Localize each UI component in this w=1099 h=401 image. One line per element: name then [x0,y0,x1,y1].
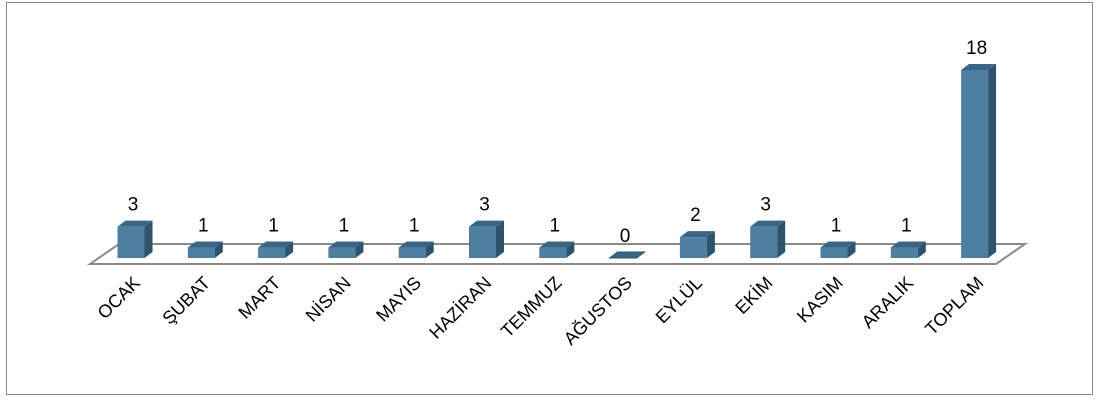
bar-top [328,241,364,248]
bar-top [187,241,223,248]
bar-aralik [890,241,926,258]
tick-label-toplam: TOPLAM [921,273,987,339]
bar-front [961,70,989,258]
bar-side [355,241,364,258]
data-label: 3 [760,195,771,216]
data-label: 1 [901,216,912,237]
bar-side [425,241,434,258]
data-label: 1 [198,216,209,237]
bar-side [706,231,715,258]
bar-toplam [961,64,997,258]
bar-top [890,241,926,248]
tick-label-eylül: EYLÜL [652,273,706,327]
bar-side [777,220,786,258]
data-label: 1 [339,216,350,237]
bar-top [608,251,647,259]
tick-label-ağustos: AĞUSTOS [559,272,636,349]
data-label: 3 [479,195,490,216]
tick-labels-layer: OCAK ŞUBAT MART NİSAN MAYIS HAZİRAN TEMMUZAĞUS… [94,272,988,349]
bar-top [750,220,786,227]
chart-frame [6,2,1093,395]
bar-side [988,64,997,258]
bar-ni̇san [328,241,364,258]
tick-label-mayis: MAYIS [372,273,425,326]
bar-top [398,241,434,248]
bar-front [750,226,778,258]
bar-mayis [398,241,434,258]
tick-label-kasim: KASIM [793,273,847,327]
tick-label-hazi̇ran: HAZİRAN [425,273,495,343]
bar-front [258,247,286,258]
bar-side [285,241,294,258]
data-label: 18 [966,38,987,59]
bar-temmuz [539,241,575,258]
tick-label-ni̇san: NİSAN [302,273,355,326]
data-label: 0 [620,226,631,247]
bar-eki̇m [750,220,786,258]
bar-front [469,226,496,258]
bar-ocak [117,220,153,258]
bar-side [566,241,575,258]
bar-top [679,231,715,238]
data-labels-layer: 3 1 1 1 1 3 1 0 2 3 1 1 18 [128,38,987,247]
bar-top [820,241,856,248]
bar-eylül [679,231,715,258]
bar-şubat [187,241,223,258]
bar-top [469,220,504,227]
bar-top [961,64,997,70]
data-label: 2 [690,205,701,226]
data-label: 1 [831,216,842,237]
tick-label-temmuz: TEMMUZ [497,273,566,342]
bar-front [820,247,848,258]
data-label: 1 [409,216,420,237]
bar-front [328,247,356,258]
data-label: 1 [268,216,279,237]
bar-side [847,241,856,258]
tick-label-aralik: ARALIK [858,273,917,332]
bar-front [890,247,918,258]
bar-front [679,237,707,258]
bar-top [539,241,575,248]
tick-label-mart: MART [234,273,284,323]
data-label: 1 [550,216,561,237]
bar-side [214,241,223,258]
bar-hazi̇ran [469,220,504,258]
bar-front [539,247,567,258]
tick-label-eki̇m: EKİM [731,273,776,318]
bar-front [398,247,426,258]
bar-front [187,247,215,258]
bar-ağustos [608,251,647,259]
bar-side [496,220,504,258]
tick-label-ocak: OCAK [94,273,144,323]
bars-layer [117,64,997,259]
bar-top [258,241,294,248]
bar-mart [258,241,294,258]
tick-label-şubat: ŞUBAT [158,273,214,329]
bar-front [117,226,145,258]
bar-side [144,220,153,258]
data-label: 3 [128,195,139,216]
bar-top [117,220,153,227]
bar-side [917,241,926,258]
bar-kasim [820,241,856,258]
